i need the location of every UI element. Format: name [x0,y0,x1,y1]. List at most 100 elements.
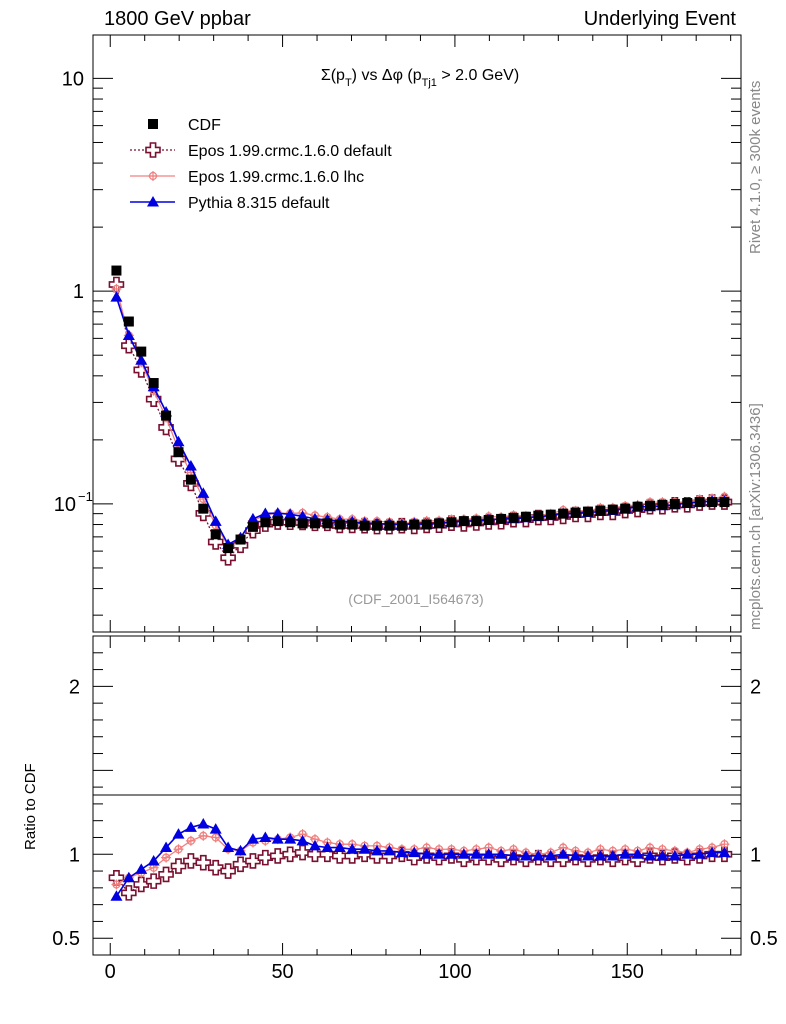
cdf-point [520,511,531,522]
pythia-ratio-point [445,848,458,859]
cdf-point [632,501,643,512]
cdf-point [719,497,730,508]
pythia-ratio-point [358,843,371,854]
epos-lhc-ratio-point [161,852,172,863]
cdf-point [620,503,631,514]
pythia-point [197,487,210,498]
pythia-ratio-point [681,848,694,859]
cdf-point [446,517,457,528]
title-sub-1: T [345,77,352,89]
pythia-ratio-point [110,890,123,901]
epos-default-point [220,550,236,566]
legend-label-epos-default: Epos 1.99.crmc.1.6.0 default [188,143,392,160]
header-process: Underlying Event [583,8,736,30]
pythia-ratio-point [246,833,259,844]
pythia-ratio-point [308,839,321,851]
cdf-point [173,447,184,458]
pythia-ratio-point [184,821,197,832]
cdf-point [409,519,420,530]
pythia-ratio-point [631,848,644,859]
title-sub-2: Tj1 [422,77,437,89]
epos-default-ratio-point [331,848,348,864]
cdf-point [582,506,593,517]
pythia-ratio-point [271,833,284,844]
pythia-ratio-point [296,834,309,846]
pythia-ratio-point [135,863,148,874]
pythia-point [284,508,297,519]
epos-default-ratio-point [207,859,224,876]
legend-label-pythia: Pythia 8.315 default [188,195,330,212]
pythia-ratio-point [321,841,334,853]
epos-default-ratio-point [245,853,261,869]
main-plot-frame [92,34,742,633]
title-part-c: > 2.0 GeV) [437,67,519,84]
pythia-ratio-point [172,828,185,839]
cdf-point [458,516,469,527]
x-tick-label: 50 [271,961,293,983]
cdf-point [347,519,358,530]
legend-marker-epos-default [145,142,161,158]
pythia-ratio-point [457,848,470,859]
cdf-point [657,499,668,510]
pythia-ratio-point [581,849,594,861]
pythia-ratio-point [495,848,508,859]
pythia-ratio-point [433,848,446,859]
pythia-ratio-point [507,849,520,861]
pythia-ratio-point [606,849,619,861]
pythia-ratio-point [644,849,657,861]
cdf-point [111,265,122,276]
pythia-ratio-point [346,843,359,854]
pythia-point [135,354,148,365]
cdf-point [123,316,134,327]
cdf-point [359,520,370,531]
cdf-point [198,503,209,514]
cdf-point [682,497,693,508]
epos-lhc-ratio-point [210,832,221,843]
cdf-point [545,509,556,520]
pythia-ratio-point [420,848,433,859]
pythia-point [122,329,135,340]
cdf-point [297,518,308,529]
epos-lhc-ratio-point [173,844,184,855]
pythia-ratio-point [693,848,706,859]
x-tick-label: 100 [438,961,471,983]
cdf-point [309,518,320,529]
cdf-point [384,520,395,531]
header-energy: 1800 GeV ppbar [104,8,251,30]
epos-default-ratio-point [145,873,162,889]
cdf-point [471,516,482,527]
pythia-ratio-point [557,848,570,859]
epos-default-ratio-point [170,858,187,874]
pythia-ratio-point [371,844,384,856]
epos-default-ratio-point [294,844,311,861]
epos-default-ratio-point [307,846,323,863]
pythia-point [184,459,197,471]
ratio-y-tick-label-right: 0.5 [750,928,778,950]
legend-marker-pythia [147,196,159,207]
pythia-ratio-point [197,818,210,829]
cdf-point [483,515,494,526]
cdf-point [396,520,407,531]
epos-default-ratio-point [195,854,212,871]
x-tick-label: 150 [611,961,644,983]
epos-default-ratio-point [220,863,236,879]
cdf-point [272,516,283,527]
cdf-point [508,512,519,523]
cdf-point [645,500,656,511]
pythia-ratio-point [284,833,297,844]
pythia-ratio-point [482,848,495,859]
ratio-y-tick-label: 1 [69,844,80,866]
pythia-ratio-point [544,849,557,861]
pythia-ratio-point [594,849,607,861]
ratio-y-tick-label: 2 [69,676,80,698]
cdf-point [607,504,618,515]
pythia-ratio-point [222,841,235,853]
pythia-ratio-point [234,844,247,856]
epos-default-ratio-point [121,885,137,901]
pythia-ratio-point [160,841,173,853]
epos-default-ratio-point [232,856,249,873]
legend-marker-cdf [148,119,158,129]
cdf-point [707,497,718,508]
legend-label-cdf: CDF [188,117,221,134]
epos-default-line [115,284,725,559]
